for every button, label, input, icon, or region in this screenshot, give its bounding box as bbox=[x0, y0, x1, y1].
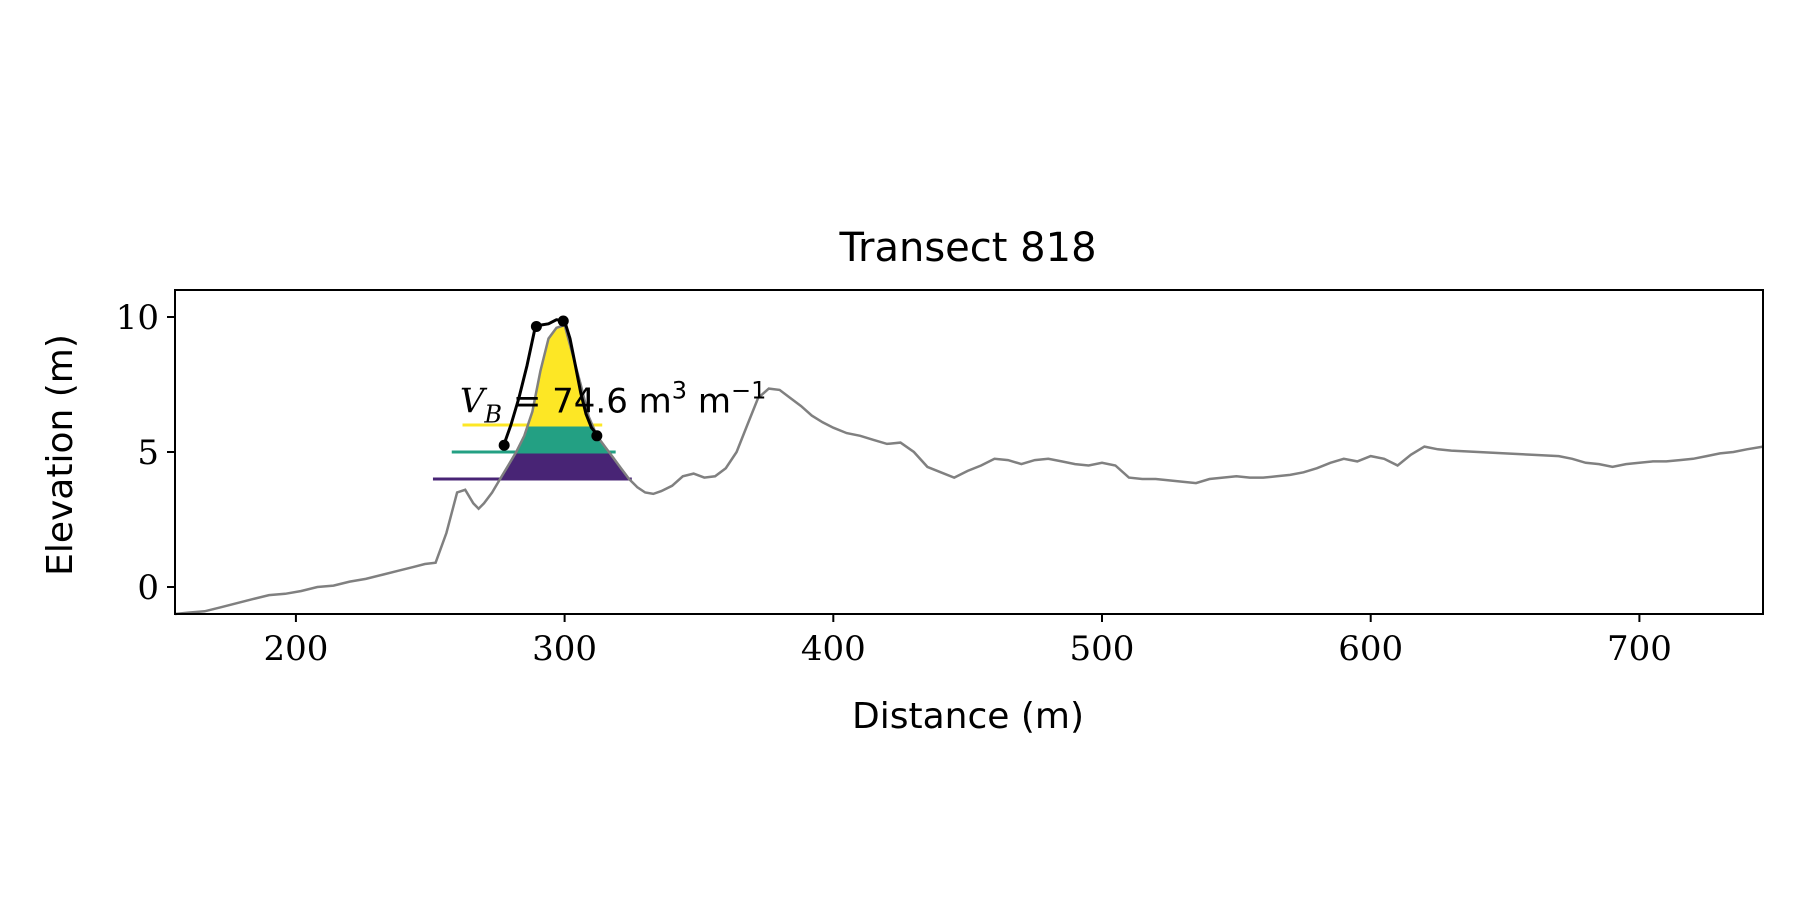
x-tick-label: 300 bbox=[532, 629, 597, 669]
elevation-profile bbox=[174, 323, 1764, 616]
volume-unit-exp2: −1 bbox=[731, 376, 766, 404]
key-point bbox=[557, 315, 569, 327]
dune-outline bbox=[502, 318, 599, 445]
layer-fill-0 bbox=[501, 452, 628, 479]
x-tick-label: 200 bbox=[263, 629, 328, 669]
layer-fill-2 bbox=[528, 325, 592, 425]
layer-fill-1 bbox=[517, 425, 608, 452]
y-axis: 0 5 10 bbox=[116, 298, 175, 608]
key-points bbox=[498, 315, 603, 451]
x-tick-label: 600 bbox=[1338, 629, 1403, 669]
volume-annotation: VB = 74.6 m3 m−1 bbox=[460, 376, 767, 428]
chart-title: Transect 818 bbox=[838, 225, 1096, 271]
key-point bbox=[498, 439, 510, 451]
y-tick-label: 5 bbox=[137, 433, 159, 473]
x-axis: 200 300 400 500 600 700 bbox=[263, 614, 1672, 669]
x-tick-label: 500 bbox=[1070, 629, 1135, 669]
y-tick-label: 0 bbox=[137, 568, 159, 608]
sediment-layers bbox=[432, 325, 632, 481]
y-tick-label: 10 bbox=[116, 298, 159, 338]
volume-value: = 74.6 m bbox=[502, 381, 672, 421]
volume-symbol: V bbox=[460, 381, 488, 421]
dune-outline-line bbox=[502, 318, 599, 445]
y-axis-label: Elevation (m) bbox=[40, 334, 81, 576]
x-axis-label: Distance (m) bbox=[852, 696, 1084, 737]
key-point bbox=[591, 430, 603, 442]
volume-subscript: B bbox=[483, 400, 502, 428]
x-tick-label: 700 bbox=[1607, 629, 1672, 669]
volume-unit-exp: 3 bbox=[672, 376, 687, 404]
axes-frame bbox=[174, 289, 1764, 615]
x-tick-label: 400 bbox=[801, 629, 866, 669]
key-point bbox=[530, 320, 542, 332]
volume-unit-per: m bbox=[687, 381, 731, 421]
profile-line bbox=[174, 323, 1764, 616]
